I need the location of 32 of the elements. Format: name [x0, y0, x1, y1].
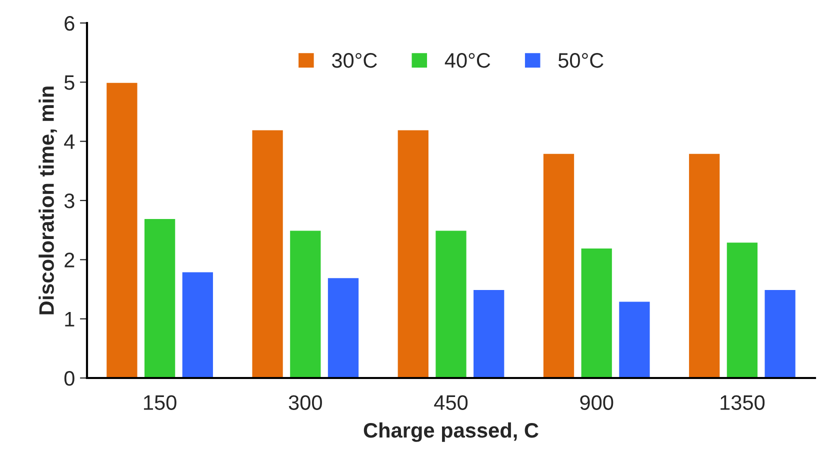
y-tick-label: 4	[64, 134, 75, 149]
bar	[250, 128, 284, 378]
y-tick-label: 3	[64, 194, 74, 208]
y-tick-label: 6	[64, 16, 74, 31]
bar	[618, 300, 652, 378]
bar	[725, 241, 759, 378]
bar	[472, 288, 506, 378]
bar	[763, 288, 797, 378]
x-tick-label: 1350	[720, 395, 765, 410]
legend-label: 40°C	[444, 53, 490, 68]
bar	[180, 270, 214, 378]
bar	[688, 152, 722, 378]
x-tick-label: 300	[288, 395, 322, 410]
bar	[396, 128, 430, 378]
x-tick-label: 450	[434, 395, 468, 410]
y-tick-label: 5	[64, 75, 74, 90]
x-tick-label: 150	[144, 395, 176, 410]
y-tick-label: 0	[64, 371, 74, 386]
x-axis-title: Charge passed, C	[364, 422, 538, 442]
y-tick-label: 2	[64, 252, 74, 268]
bar	[105, 81, 139, 378]
x-tick-label: 900	[580, 395, 614, 410]
bar	[580, 247, 614, 378]
bar	[434, 229, 468, 378]
y-axis-title: Discoloration time, min	[38, 86, 57, 314]
bar	[326, 276, 360, 378]
legend-label: 30°C	[332, 53, 377, 68]
bar	[143, 218, 177, 378]
bar	[288, 229, 322, 378]
bar	[542, 152, 576, 378]
legend-label: 50°C	[558, 53, 604, 68]
y-tick-label: 1	[65, 312, 74, 326]
